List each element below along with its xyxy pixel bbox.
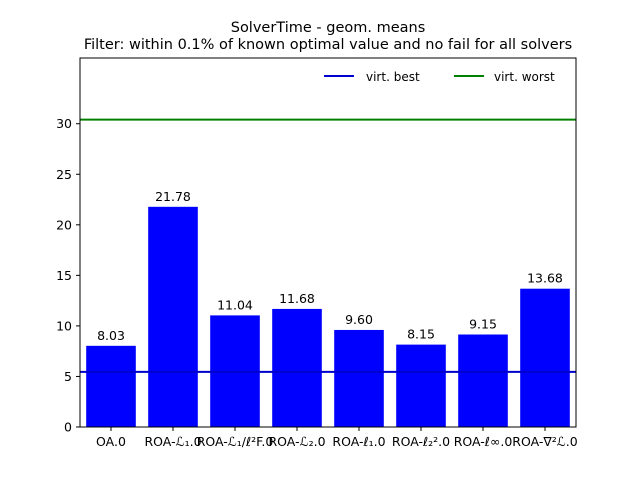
bar-roa-0-1	[148, 206, 198, 427]
y-tick-label: 25	[56, 167, 72, 182]
bar-value-label: 11.04	[217, 297, 253, 312]
bar-value-label: 8.03	[97, 328, 125, 343]
bar-value-label: 21.78	[155, 189, 191, 204]
legend-label-virt-worst: virt. worst	[494, 70, 555, 84]
y-tick-label: 10	[56, 318, 72, 333]
reference-lines	[80, 118, 576, 373]
bar-roa-0-4	[334, 329, 384, 427]
y-tick-label: 15	[56, 268, 72, 283]
x-tick-label: ROA-ℓ∞.0	[454, 434, 513, 449]
bar-value-labels: 8.03 21.78 11.04 11.68 9.60 8.15 9.15 13.68	[97, 189, 563, 343]
bar-value-label: 8.15	[407, 327, 435, 342]
bar-value-label: 11.68	[279, 291, 315, 306]
x-tick-label: ROA-ℓ₂².0	[392, 434, 450, 449]
bar-value-label: 9.60	[345, 312, 373, 327]
x-tick-label: ROA-ℒ₂.0	[268, 434, 325, 449]
y-axis: 0 5 10 15 20 25 30	[56, 116, 80, 435]
x-tick-label: ROA-ℓ₁.0	[332, 434, 385, 449]
y-tick-label: 20	[56, 217, 72, 232]
bar-roa-0-5	[396, 344, 446, 427]
legend-item-virt-worst: virt. worst	[454, 70, 555, 84]
bar-value-label: 9.15	[469, 316, 497, 331]
bar-roa-0-6	[458, 334, 508, 427]
legend-label-virt-best: virt. best	[366, 70, 420, 84]
legend: virt. best virt. worst	[324, 70, 555, 84]
x-tick-label: OA.0	[96, 434, 126, 449]
bar-roa-0-3	[272, 308, 322, 427]
x-tick-label: ROA-ℒ₁/ℓ²F.0	[197, 434, 274, 449]
legend-item-virt-best: virt. best	[324, 70, 420, 84]
bar-value-label: 13.68	[527, 271, 563, 286]
y-tick-label: 30	[56, 116, 72, 131]
y-tick-label: 5	[64, 369, 72, 384]
plot-area: 8.03 21.78 11.04 11.68 9.60 8.15 9.15 13.68 0 5 1…	[56, 57, 578, 449]
bar-oa-0-0	[86, 345, 136, 427]
plot-frame	[79, 57, 577, 428]
x-tick-label: ROA-∇²ℒ.0	[512, 434, 577, 449]
x-tick-label: ROA-ℒ₁.0	[144, 434, 201, 449]
chart-title: SolverTime - geom. means	[231, 20, 426, 36]
bar-roa-0-7	[520, 288, 570, 427]
y-tick-label: 0	[64, 420, 72, 435]
bar-series	[86, 206, 570, 427]
chart-subtitle: Filter: within 0.1% of known optimal val…	[84, 37, 572, 53]
